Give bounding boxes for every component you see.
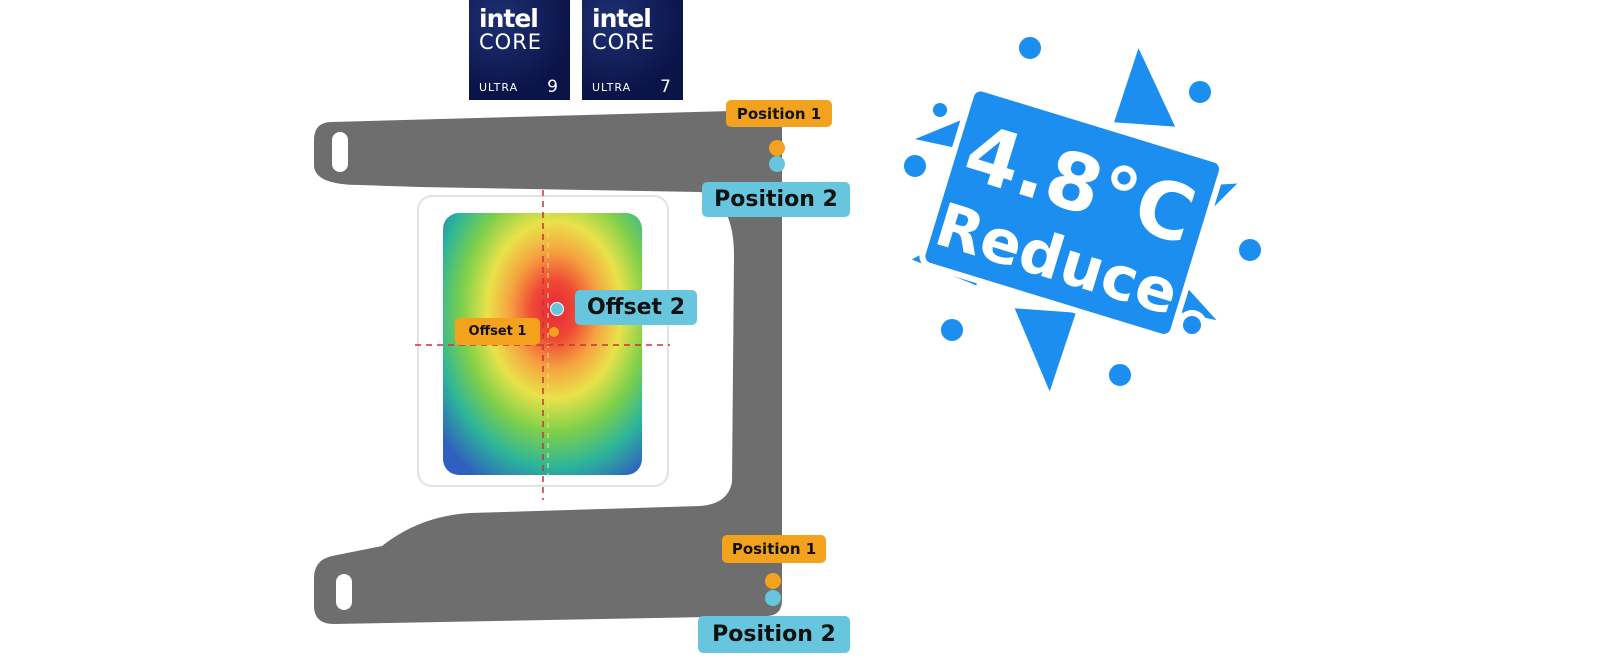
badge-tier: ULTRA	[592, 81, 632, 94]
bottom-position-2-marker	[765, 590, 781, 606]
badge-brand: intel	[592, 4, 652, 33]
badge-line: CORE	[592, 30, 656, 54]
badge-number: 9	[547, 77, 558, 97]
top-position-2-label: Position 2	[702, 182, 850, 217]
offset-1-marker	[549, 327, 559, 337]
badge-tier: ULTRA	[479, 81, 519, 94]
badge-brand: intel	[479, 4, 539, 33]
top-position-2-marker	[769, 156, 785, 172]
badge-number: 7	[660, 77, 671, 97]
badge-line: CORE	[479, 30, 543, 54]
top-position-1-label: Position 1	[726, 100, 832, 127]
offset-2-marker	[550, 302, 564, 316]
intel-core-ultra-7-badge: intel CORE ULTRA 7	[582, 0, 683, 100]
offset-2-label: Offset 2	[575, 290, 697, 325]
bottom-position-1-label: Position 1	[722, 535, 826, 563]
bottom-position-2-label: Position 2	[698, 616, 850, 653]
offset-1-label: Offset 1	[455, 318, 540, 345]
bottom-position-1-marker	[765, 573, 781, 589]
snowflake-icon: 4.8°C Reduce	[898, 31, 1267, 395]
top-position-1-marker	[769, 140, 785, 156]
bracket-frame	[314, 110, 782, 624]
intel-core-ultra-9-badge: intel CORE ULTRA 9	[469, 0, 570, 100]
